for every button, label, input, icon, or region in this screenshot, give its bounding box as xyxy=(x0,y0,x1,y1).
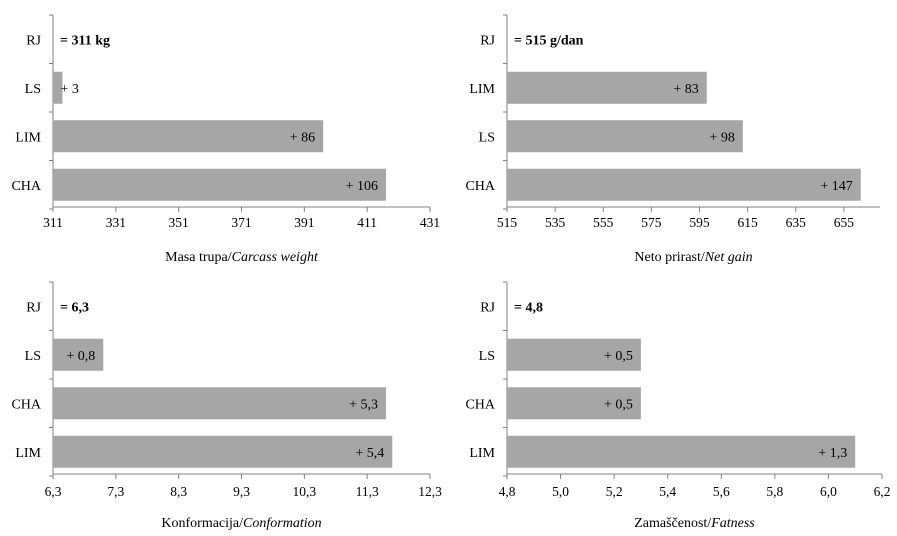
x-axis-title-italic: Carcass weight xyxy=(232,250,319,265)
x-tick-label: 9,3 xyxy=(233,484,250,499)
x-tick-label: 351 xyxy=(169,215,189,230)
bar xyxy=(53,71,63,104)
x-tick-label: 311 xyxy=(43,215,63,230)
bar xyxy=(507,338,641,371)
bar-value-label: + 5,4 xyxy=(355,446,384,461)
x-tick-label: 535 xyxy=(545,215,566,230)
x-axis-title-italic: Fatness xyxy=(710,516,755,531)
bar-value-label: + 0,8 xyxy=(66,349,95,364)
bar-value-label: + 106 xyxy=(346,179,378,194)
x-axis-title: Zamaščenost/Fatness xyxy=(634,516,755,531)
x-tick-label: 5,8 xyxy=(766,484,783,499)
x-tick-label: 6,2 xyxy=(874,484,891,499)
x-axis-title-plain: Neto prirast/ xyxy=(634,250,704,265)
bar xyxy=(507,71,707,104)
x-axis-title-italic: Net gain xyxy=(704,250,753,265)
bar xyxy=(507,435,856,468)
x-axis-title: Konformacija/Conformation xyxy=(161,516,321,531)
category-label: CHA xyxy=(465,179,495,194)
category-label: LIM xyxy=(15,446,41,461)
bar-value-label: + 0,5 xyxy=(604,349,633,364)
x-tick-label: 5,4 xyxy=(659,484,676,499)
bar xyxy=(507,168,861,201)
category-label: RJ xyxy=(26,33,41,48)
bar xyxy=(53,120,324,153)
category-label: LS xyxy=(25,82,41,97)
x-tick-label: 5,6 xyxy=(713,484,730,499)
bar-value-label: + 1,3 xyxy=(818,446,847,461)
baseline-value-label: = 515 g/dan xyxy=(514,33,584,48)
x-tick-label: 515 xyxy=(497,215,518,230)
x-axis-title: Neto prirast/Net gain xyxy=(634,250,752,265)
baseline-value-label: = 4,8 xyxy=(514,300,543,315)
category-label: LS xyxy=(479,349,495,364)
bar xyxy=(507,387,641,420)
x-tick-label: 10,3 xyxy=(293,484,317,499)
x-tick-label: 4,8 xyxy=(499,484,516,499)
x-tick-label: 8,3 xyxy=(170,484,187,499)
category-label: LS xyxy=(25,349,41,364)
x-axis-title-plain: Masa trupa/ xyxy=(165,250,232,265)
bar-value-label: + 98 xyxy=(709,130,734,145)
x-tick-label: 635 xyxy=(786,215,807,230)
x-tick-label: 331 xyxy=(106,215,126,230)
x-tick-label: 6,3 xyxy=(45,484,62,499)
bar-value-label: + 3 xyxy=(60,82,78,97)
x-axis-title-plain: Konformacija/ xyxy=(161,516,243,531)
x-tick-label: 411 xyxy=(357,215,377,230)
x-tick-label: 11,3 xyxy=(356,484,379,499)
bar-value-label: + 86 xyxy=(290,130,315,145)
bar xyxy=(53,168,387,201)
x-axis-title: Masa trupa/Carcass weight xyxy=(165,250,319,265)
category-label: CHA xyxy=(465,397,495,412)
category-label: LIM xyxy=(15,130,41,145)
x-tick-label: 555 xyxy=(593,215,614,230)
bar xyxy=(53,435,393,468)
x-tick-label: 6,0 xyxy=(820,484,837,499)
x-axis-title-italic: Conformation xyxy=(243,516,322,531)
category-label: LS xyxy=(479,130,495,145)
x-tick-label: 575 xyxy=(641,215,662,230)
bar-value-label: + 147 xyxy=(820,179,852,194)
x-tick-label: 655 xyxy=(834,215,855,230)
x-tick-label: 391 xyxy=(294,215,314,230)
x-tick-label: 7,3 xyxy=(107,484,124,499)
x-tick-label: 5,0 xyxy=(552,484,569,499)
category-label: LIM xyxy=(469,82,495,97)
category-label: RJ xyxy=(26,300,41,315)
x-tick-label: 595 xyxy=(689,215,710,230)
bar xyxy=(53,338,104,371)
bar-value-label: + 0,5 xyxy=(604,397,633,412)
category-label: LIM xyxy=(469,446,495,461)
x-tick-label: 12,3 xyxy=(418,484,442,499)
category-label: CHA xyxy=(11,397,41,412)
x-tick-label: 431 xyxy=(420,215,440,230)
baseline-value-label: = 311 kg xyxy=(60,33,110,48)
bar-value-label: + 83 xyxy=(673,82,698,97)
bar xyxy=(507,120,743,153)
x-axis-title-plain: Zamaščenost/ xyxy=(634,516,711,531)
category-label: CHA xyxy=(11,179,41,194)
category-label: RJ xyxy=(480,300,495,315)
x-tick-label: 5,2 xyxy=(606,484,623,499)
x-tick-label: 371 xyxy=(231,215,251,230)
category-label: RJ xyxy=(480,33,495,48)
baseline-value-label: = 6,3 xyxy=(60,300,89,315)
x-tick-label: 615 xyxy=(738,215,759,230)
bar xyxy=(53,387,387,420)
bar-value-label: + 5,3 xyxy=(349,397,378,412)
